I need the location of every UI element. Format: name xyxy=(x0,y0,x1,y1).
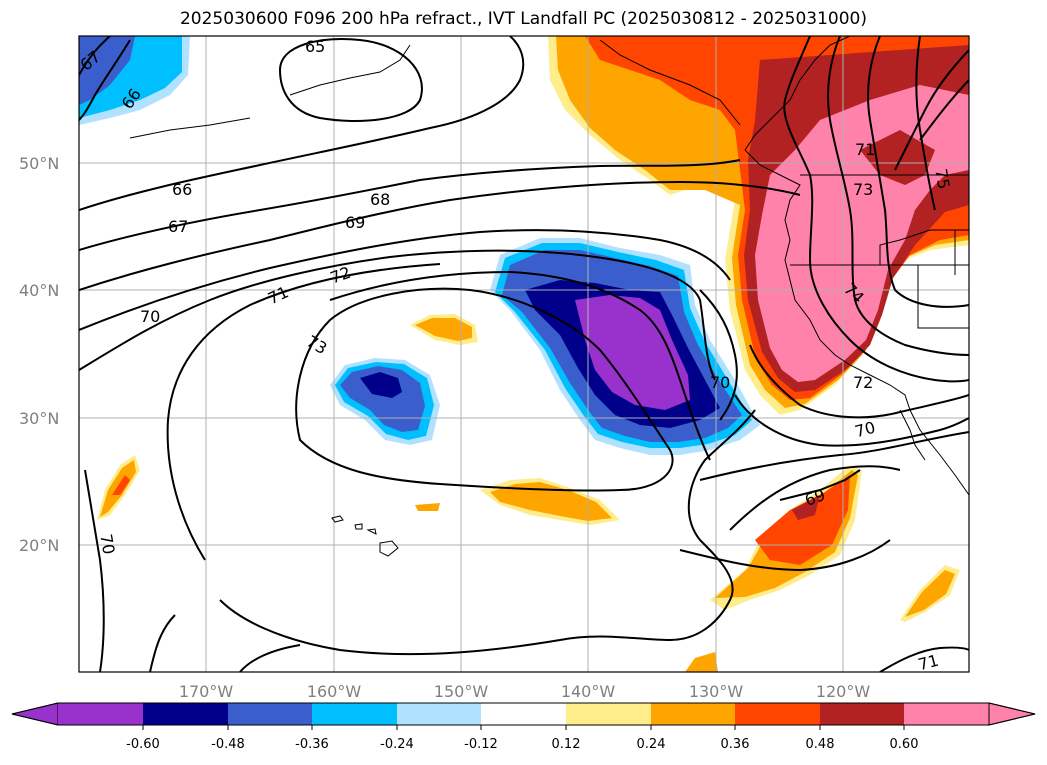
region-positive xyxy=(490,482,612,521)
colorbar-tick-label: 0.60 xyxy=(890,737,919,752)
colorbar-segment xyxy=(228,703,312,725)
islands xyxy=(331,515,399,557)
colorbar-tick-label: 0.24 xyxy=(637,737,666,752)
contour-label: 70 xyxy=(853,418,878,442)
colorbar-segment xyxy=(735,703,820,725)
contour-label: 71 xyxy=(855,140,875,159)
cool-shading xyxy=(79,36,760,455)
colorbar-tick-label: -0.12 xyxy=(464,737,498,752)
colorbar-tick-label: 0.12 xyxy=(552,737,581,752)
contour-label: 75 xyxy=(931,167,953,190)
region-negative xyxy=(360,372,402,398)
lat-label: 30°N xyxy=(19,409,59,428)
colorbar-tick-label: 0.36 xyxy=(721,737,750,752)
contour-label: 65 xyxy=(305,37,325,56)
colorbar-min-extension xyxy=(11,702,59,726)
colorbar-segment xyxy=(904,703,989,725)
colorbar-tick-label: -0.48 xyxy=(211,737,245,752)
contour-label: 72 xyxy=(853,373,873,392)
region-negative xyxy=(340,366,425,432)
latitude-labels: 50°N 40°N 30°N 20°N xyxy=(19,154,59,555)
lon-label: 130°W xyxy=(689,682,744,701)
region-positive xyxy=(755,475,850,565)
colorbar-segment xyxy=(397,703,481,725)
colorbar-segment xyxy=(143,703,228,725)
region-positive xyxy=(415,503,440,511)
region-positive xyxy=(905,570,955,617)
lat-label: 50°N xyxy=(19,154,59,173)
region-positive xyxy=(792,495,820,520)
colorbar-segment xyxy=(312,703,397,725)
chart-title: 2025030600 F096 200 hPa refract., IVT La… xyxy=(179,9,867,29)
contour-label: 73 xyxy=(853,180,873,199)
region-positive xyxy=(415,318,472,341)
contour-label: 70 xyxy=(96,533,118,556)
warm-shading xyxy=(97,36,969,672)
contour-label: 70 xyxy=(140,307,160,326)
lat-label: 40°N xyxy=(19,281,59,300)
graticule xyxy=(79,36,969,672)
colorbar-segment xyxy=(820,703,904,725)
contour-lines xyxy=(79,36,969,672)
colorbar-tick-label: -0.36 xyxy=(295,737,329,752)
coastlines xyxy=(129,36,969,496)
lon-label: 120°W xyxy=(816,682,871,701)
plot-frame xyxy=(78,35,970,673)
contour-label: 71 xyxy=(916,651,941,675)
contour-label: 67 xyxy=(168,217,188,236)
lon-label: 140°W xyxy=(561,682,616,701)
colorbar-segment xyxy=(566,703,651,725)
colorbar-segment xyxy=(651,703,735,725)
region-positive xyxy=(685,652,718,672)
map-plot-area: 67 66 65 66 67 68 69 70 71 72 73 71 73 7… xyxy=(79,36,969,675)
colorbar-segment xyxy=(58,703,143,725)
contour-label: 68 xyxy=(370,190,390,209)
colorbar-tick-label: 0.48 xyxy=(806,737,835,752)
colorbar-outline xyxy=(11,702,1036,726)
lon-label: 170°W xyxy=(179,682,234,701)
lat-label: 20°N xyxy=(19,536,59,555)
region-negative xyxy=(575,295,690,410)
contour-label: 66 xyxy=(172,180,192,199)
colorbar-tick-label: -0.24 xyxy=(380,737,414,752)
region-positive xyxy=(112,475,130,495)
contour-label: 70 xyxy=(710,373,730,392)
lon-label: 150°W xyxy=(434,682,489,701)
colorbar-ticks xyxy=(142,725,905,730)
lon-label: 160°W xyxy=(307,682,362,701)
longitude-labels: 170°W 160°W 150°W 140°W 130°W 120°W xyxy=(179,682,871,701)
contour-label: 69 xyxy=(345,213,365,232)
colorbar-tick-label: -0.60 xyxy=(126,737,160,752)
colorbar: -0.60 -0.48 -0.36 -0.24 -0.12 0.12 0.24 … xyxy=(11,702,1036,752)
colorbar-max-extension xyxy=(988,702,1036,726)
colorbar-segment xyxy=(481,703,566,725)
